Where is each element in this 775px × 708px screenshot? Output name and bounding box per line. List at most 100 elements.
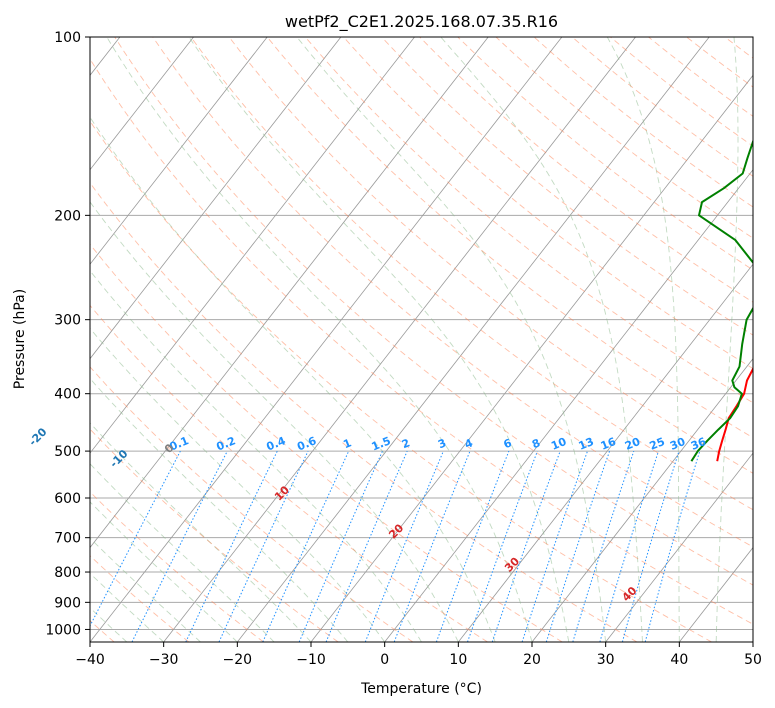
mixing-ratio-label: 1 bbox=[341, 436, 353, 451]
moist-adiabat-line bbox=[106, 37, 533, 642]
mixing-ratio-line bbox=[572, 450, 635, 642]
mixing-ratio-label: 6 bbox=[502, 436, 514, 451]
isotherm-line bbox=[90, 37, 342, 360]
isotherm-line bbox=[310, 74, 753, 642]
y-tick-label: 1000 bbox=[45, 622, 81, 638]
line-labels: 0.10.20.40.611.52346810131620253036-100-… bbox=[26, 425, 708, 604]
dry-adiabat-line bbox=[90, 58, 753, 625]
y-axis-ticks: 100 200 300 400 500 600 700 800 900 1000 bbox=[45, 30, 90, 638]
mixing-ratio-line bbox=[90, 450, 181, 628]
dry-adiabat-line bbox=[381, 37, 753, 336]
x-tick-label: 40 bbox=[670, 652, 688, 668]
dry-adiabat-line bbox=[152, 37, 753, 548]
mixing-ratio-label: 20 bbox=[623, 435, 642, 453]
mixing-ratio-line bbox=[262, 450, 350, 642]
mixing-ratio-line bbox=[393, 450, 471, 642]
y-tick-label: 400 bbox=[54, 387, 81, 403]
x-axis-label: Temperature (°C) bbox=[360, 681, 482, 697]
isotherm-line bbox=[237, 37, 710, 642]
moist-adiabat-line bbox=[90, 116, 496, 642]
y-tick-label: 100 bbox=[54, 30, 81, 46]
dry-adiabat-line bbox=[90, 366, 414, 642]
dry-adiabat-line bbox=[90, 491, 264, 642]
mixing-ratio-label: 30 bbox=[668, 435, 687, 453]
y-tick-label: 200 bbox=[54, 208, 81, 224]
dry-adiabat-line bbox=[114, 37, 753, 586]
mixing-ratio-lines bbox=[90, 450, 701, 642]
moist-adiabat-line bbox=[440, 37, 643, 642]
mixing-ratio-label: 36 bbox=[689, 435, 708, 453]
dry-adiabat-line bbox=[190, 37, 753, 511]
dry-adiabat-label: -20 bbox=[26, 425, 49, 448]
x-axis-ticks: −40 −30 −20 −10 0 10 20 30 40 50 bbox=[75, 642, 762, 668]
moist-adiabat-line bbox=[90, 201, 459, 642]
dry-adiabat-line bbox=[90, 120, 712, 642]
plot-frame bbox=[89, 36, 754, 643]
moist-adiabat-line bbox=[90, 327, 386, 642]
temperature-profile bbox=[716, 366, 753, 462]
mixing-ratio-line bbox=[185, 450, 278, 642]
skewed-isotherms bbox=[90, 37, 753, 642]
isotherm-line bbox=[531, 358, 753, 642]
dry-adiabat-line bbox=[266, 37, 753, 439]
mixing-ratio-line bbox=[325, 450, 408, 642]
moist-adiabat-line bbox=[296, 37, 607, 642]
moist-adiabat-line bbox=[90, 572, 164, 642]
moist-adiabat-line bbox=[90, 463, 275, 642]
isotherm-line bbox=[163, 37, 636, 642]
dry-adiabat-line bbox=[90, 428, 339, 642]
y-tick-label: 700 bbox=[54, 531, 81, 547]
dry-adiabat-line bbox=[343, 37, 753, 370]
mixing-ratio-label: 3 bbox=[436, 436, 448, 451]
mixing-ratio-line bbox=[491, 450, 561, 642]
dry-adiabat-line bbox=[90, 304, 488, 642]
moist-adiabat-line bbox=[715, 37, 739, 642]
mixing-ratio-label: 2 bbox=[400, 436, 412, 451]
dry-adiabat-label: 40 bbox=[620, 584, 640, 604]
dry-adiabat-line bbox=[304, 37, 753, 404]
y-tick-label: 800 bbox=[54, 565, 81, 581]
mixing-ratio-label: 4 bbox=[463, 436, 475, 451]
dry-adiabat-line bbox=[457, 37, 753, 271]
x-tick-label: 0 bbox=[380, 652, 389, 668]
mixing-ratio-label: 16 bbox=[599, 435, 618, 453]
chart-title: wetPf2_C2E1.2025.168.07.35.R16 bbox=[285, 12, 558, 32]
isotherm-line bbox=[90, 37, 194, 171]
mixing-ratio-line bbox=[364, 450, 444, 642]
isotherm-line bbox=[90, 37, 563, 642]
mixing-ratio-line bbox=[131, 450, 228, 642]
moist-adiabats bbox=[90, 37, 739, 642]
isotherm-line bbox=[458, 263, 753, 642]
mixing-ratio-line bbox=[621, 450, 680, 642]
y-tick-label: 600 bbox=[54, 491, 81, 507]
moist-adiabat-line bbox=[90, 270, 422, 642]
x-tick-label: −10 bbox=[296, 652, 326, 668]
isotherm-line bbox=[605, 452, 753, 642]
dry-adiabat-line bbox=[495, 37, 753, 239]
isotherm-line bbox=[90, 37, 415, 454]
y-tick-label: 900 bbox=[54, 595, 81, 611]
dry-adiabat-line bbox=[90, 243, 563, 642]
mixing-ratio-line bbox=[467, 450, 538, 642]
plot-area bbox=[90, 37, 775, 642]
moist-adiabat-line bbox=[606, 37, 680, 642]
mixing-ratio-label: 13 bbox=[577, 435, 596, 453]
mixing-ratio-line bbox=[435, 450, 510, 642]
dry-adiabat-label: 10 bbox=[272, 483, 292, 503]
sounding-profiles bbox=[690, 139, 753, 462]
x-tick-label: 20 bbox=[523, 652, 541, 668]
mixing-ratio-label: 8 bbox=[530, 436, 542, 451]
dry-adiabat-line bbox=[90, 182, 638, 642]
x-tick-label: 30 bbox=[597, 652, 615, 668]
mixing-ratio-label: 10 bbox=[549, 435, 568, 453]
mixing-ratio-label: 25 bbox=[648, 435, 667, 453]
dry-adiabat-line bbox=[533, 37, 753, 208]
x-tick-label: 50 bbox=[744, 652, 762, 668]
moist-adiabat-line bbox=[90, 377, 349, 642]
isotherm-line bbox=[752, 641, 753, 642]
dry-adiabat-line bbox=[763, 37, 775, 642]
y-tick-label: 300 bbox=[54, 313, 81, 329]
x-tick-label: 10 bbox=[449, 652, 467, 668]
isotherm-line bbox=[90, 37, 489, 549]
